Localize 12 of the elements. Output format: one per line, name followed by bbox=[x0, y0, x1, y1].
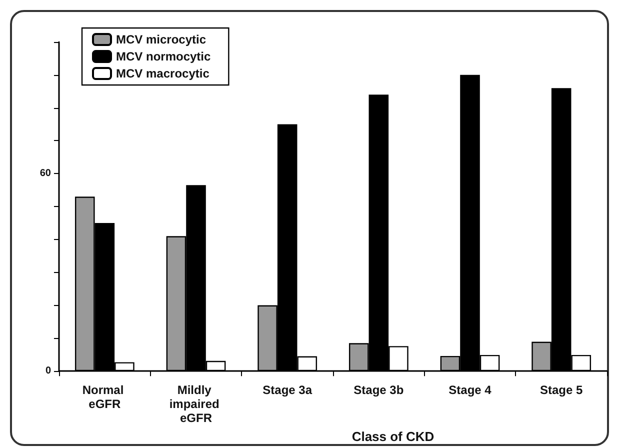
x-tick-label: Stage 3b bbox=[354, 383, 404, 398]
x-tick-label: Normal eGFR bbox=[82, 383, 128, 412]
x-axis-title: Class of CKD bbox=[352, 429, 434, 444]
legend-label: MCV macrocytic bbox=[116, 66, 210, 80]
legend-label: MCV microcytic bbox=[116, 32, 206, 46]
x-tick-label: Mildly impaired eGFR bbox=[169, 383, 223, 426]
x-tick-label: Stage 5 bbox=[540, 383, 583, 398]
x-tick-label: Stage 4 bbox=[448, 383, 492, 398]
x-tick-label: Stage 3a bbox=[262, 383, 312, 398]
legend-label: MCV normocytic bbox=[116, 50, 212, 64]
y-tick-label: 60 bbox=[40, 168, 52, 180]
y-tick-label: 0 bbox=[45, 366, 52, 377]
